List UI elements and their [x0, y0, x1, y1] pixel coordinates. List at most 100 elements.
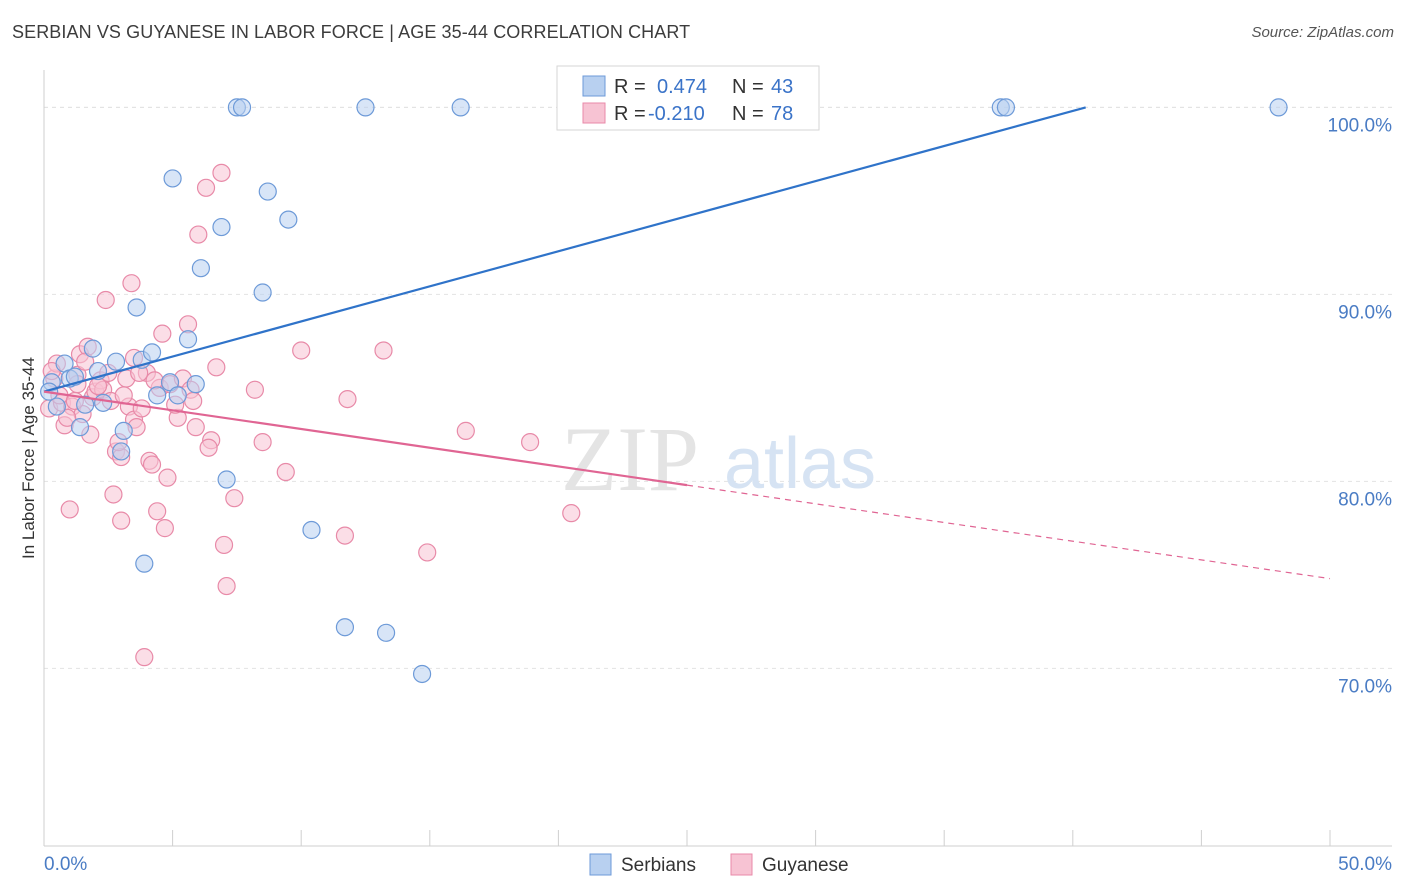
y-tick-label-70: 70.0% — [1338, 676, 1392, 697]
legend-r-label-1: R = — [614, 76, 646, 98]
legend-r-value-2: -0.210 — [648, 103, 705, 125]
guyanese-point-50 — [225, 489, 244, 508]
guyanese-point-41 — [184, 391, 203, 411]
guyanese-point-60 — [521, 433, 540, 452]
watermark-atlas: atlas — [724, 424, 876, 504]
guyanese-point-70 — [145, 371, 164, 390]
guyanese-point-43 — [189, 225, 208, 244]
guyanese-point-5 — [60, 500, 79, 519]
serbians-point-17 — [148, 386, 167, 405]
guyanese-point-53 — [276, 462, 295, 482]
guyanese-point-18 — [104, 485, 123, 504]
serbians-point-22 — [186, 375, 205, 394]
guyanese-point-31 — [142, 455, 162, 474]
serbians-point-35 — [412, 664, 432, 684]
guyanese-point-34 — [153, 324, 172, 343]
guyanese-point-72 — [58, 408, 77, 427]
guyanese-point-49 — [217, 576, 236, 596]
serbians-point-25 — [217, 470, 236, 489]
serbians-point-29 — [258, 182, 277, 201]
serbians-point-9 — [94, 393, 113, 412]
serbians-point-33 — [356, 98, 375, 117]
serbians-point-5 — [70, 418, 90, 437]
legend-box: R = 0.474 N = 43 R = -0.210 N = 78 — [556, 65, 820, 131]
guyanese-point-20 — [112, 511, 131, 530]
serbians-point-16 — [142, 343, 162, 362]
serbians-point-11 — [112, 442, 131, 461]
guyanese-point-48 — [214, 535, 234, 555]
x-tick-label-max: 50.0% — [1338, 854, 1392, 875]
legend-n-value-2: 78 — [771, 103, 793, 125]
guyanese-point-52 — [253, 433, 272, 452]
bottom-legend: Serbians Guyanese — [589, 853, 849, 876]
bottom-legend-guyanese: Guyanese — [762, 855, 849, 876]
guyanese-point-28 — [135, 648, 154, 667]
legend-r-label-2: R = — [614, 103, 646, 125]
guyanese-point-42 — [186, 418, 205, 437]
guyanese-point-24 — [122, 274, 141, 293]
guyanese-points — [40, 163, 581, 667]
serbians-point-41 — [1269, 98, 1288, 117]
serbians-point-19 — [163, 169, 182, 188]
guyanese-point-44 — [196, 178, 216, 197]
legend-swatch-serbians — [582, 75, 606, 97]
serbians-point-27 — [232, 98, 252, 117]
serbians-point-12 — [114, 421, 133, 440]
serbians-point-23 — [191, 259, 210, 278]
x-tick-label-min: 0.0% — [44, 854, 87, 875]
watermark-zip: ZIP — [561, 408, 699, 510]
bottom-legend-swatch-serbians — [589, 853, 612, 876]
serbians-point-30 — [279, 210, 298, 229]
bottom-legend-swatch-guyanese — [730, 853, 753, 876]
serbians-point-13 — [127, 298, 146, 317]
serbians-point-10 — [106, 352, 126, 371]
serbians-points — [40, 98, 1288, 684]
serbians-point-24 — [212, 217, 231, 237]
legend-n-label-2: N = — [732, 103, 764, 125]
bottom-legend-serbians: Serbians — [621, 855, 696, 876]
guyanese-point-69 — [132, 399, 151, 418]
axes: 70.0% 80.0% 90.0% 100.0% 0.0% 50.0% — [43, 70, 1393, 875]
source-label: Source: ZipAtlas.com — [1251, 24, 1394, 41]
guyanese-point-56 — [338, 389, 357, 409]
guyanese-point-76 — [158, 468, 177, 487]
guyanese-point-46 — [207, 358, 226, 377]
serbians-point-32 — [335, 618, 355, 637]
trendlines — [43, 106, 1331, 580]
guyanese-point-55 — [335, 526, 355, 545]
y-axis-label: In Labor Force | Age 35-44 — [19, 357, 38, 559]
legend-r-value-1: 0.474 — [657, 76, 707, 98]
serbians-point-20 — [168, 386, 187, 405]
guyanese-point-61 — [562, 504, 581, 523]
guyanese-point-16 — [96, 290, 115, 310]
serbians-trendline — [43, 106, 1086, 393]
guyanese-point-35 — [155, 519, 174, 538]
serbians-point-28 — [253, 283, 272, 302]
serbians-point-7 — [83, 339, 102, 358]
guyanese-point-58 — [418, 543, 437, 562]
serbians-point-36 — [451, 98, 470, 117]
guyanese-point-51 — [245, 380, 265, 399]
serbians-point-40 — [996, 98, 1016, 117]
serbians-point-15 — [135, 554, 154, 573]
guyanese-point-59 — [456, 421, 475, 440]
chart-title: SERBIAN VS GUYANESE IN LABOR FORCE | AGE… — [12, 22, 691, 42]
serbians-point-1 — [47, 397, 66, 416]
guyanese-point-57 — [374, 341, 393, 360]
serbians-point-6 — [76, 395, 95, 414]
y-tick-label-80: 80.0% — [1338, 489, 1392, 510]
guyanese-trendline-extension — [686, 484, 1331, 580]
guyanese-point-77 — [199, 438, 218, 457]
y-tick-label-100: 100.0% — [1328, 115, 1393, 136]
serbians-point-21 — [178, 330, 198, 349]
guyanese-point-32 — [148, 502, 167, 521]
guyanese-point-54 — [292, 341, 311, 360]
y-tick-label-90: 90.0% — [1338, 302, 1392, 323]
legend-n-label-1: N = — [732, 76, 764, 98]
guyanese-point-47 — [212, 163, 231, 182]
serbians-point-34 — [376, 623, 396, 642]
guyanese-trendline — [43, 390, 688, 487]
legend-swatch-guyanese — [582, 102, 606, 124]
serbians-point-31 — [302, 520, 321, 540]
